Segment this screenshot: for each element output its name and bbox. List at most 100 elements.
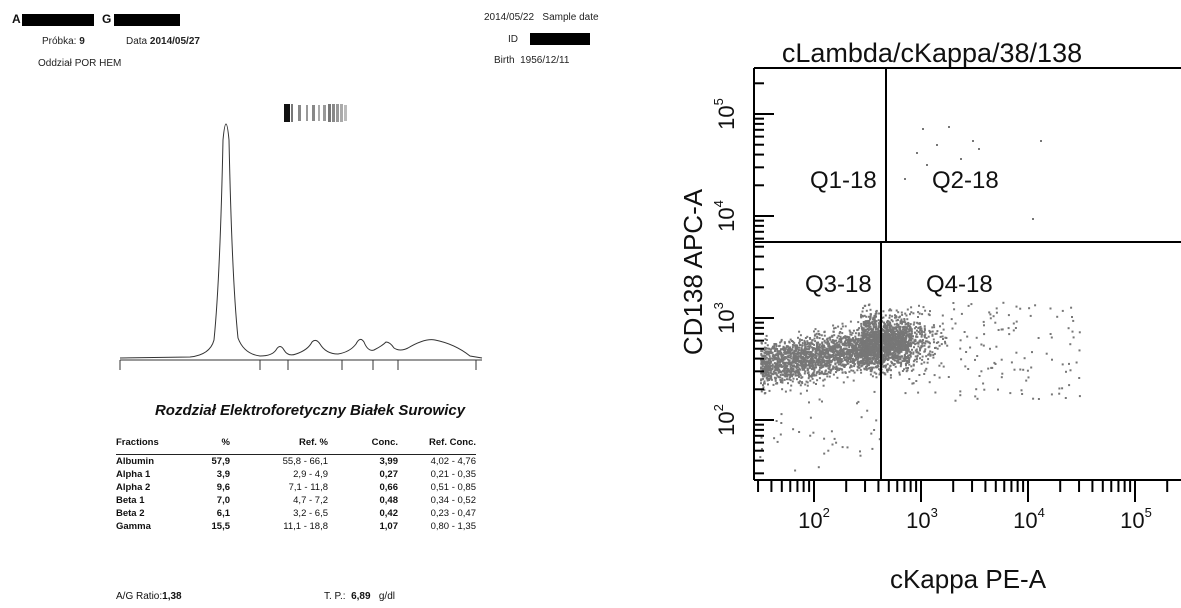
- event-dot: [860, 313, 863, 316]
- header-fractions: Fractions: [116, 437, 194, 455]
- event-dot: [870, 432, 873, 435]
- cell-ref-conc: 0,51 - 0,85: [430, 482, 476, 493]
- event-dot: [781, 379, 784, 382]
- event-dot: [826, 357, 829, 360]
- event-dot: [881, 363, 884, 366]
- event-dot: [921, 342, 924, 345]
- event-dot: [793, 342, 796, 345]
- event-dot: [789, 367, 792, 370]
- event-dot: [874, 339, 877, 342]
- event-dot: [763, 349, 766, 352]
- event-dot: [901, 355, 904, 358]
- event-dot: [912, 335, 914, 338]
- event-dot: [844, 347, 847, 350]
- event-dot: [819, 364, 822, 367]
- event-dot: [924, 340, 927, 343]
- event-dot: [762, 372, 765, 375]
- event-dot: [859, 361, 862, 363]
- event-dot: [776, 350, 779, 353]
- event-dot: [777, 375, 780, 378]
- event-dot: [897, 346, 900, 349]
- event-dot: [900, 318, 903, 321]
- event-dot: [852, 349, 855, 352]
- event-dot: [902, 340, 905, 343]
- event-dot: [867, 338, 869, 341]
- event-dot: [794, 358, 797, 361]
- event-dot: [822, 356, 825, 359]
- event-dot: [913, 346, 915, 349]
- event-dot: [889, 333, 892, 336]
- event-dot: [763, 371, 766, 374]
- event-dot: [1058, 392, 1061, 395]
- event-dot: [893, 339, 896, 342]
- event-dot: [865, 362, 868, 364]
- event-dot: [767, 350, 770, 353]
- event-dot: [881, 344, 884, 347]
- event-dot: [875, 353, 878, 356]
- event-dot: [907, 356, 910, 359]
- event-dot: [865, 335, 868, 338]
- event-dots: [759, 126, 1081, 472]
- event-dot: [790, 357, 793, 360]
- event-dot: [811, 359, 814, 362]
- event-dot: [919, 357, 921, 360]
- event-dot: [1034, 304, 1037, 307]
- event-dot: [771, 355, 774, 358]
- event-dot: [790, 352, 793, 355]
- event-dot: [872, 317, 875, 320]
- event-dot: [997, 329, 1000, 331]
- event-dot: [1012, 329, 1015, 332]
- event-dot: [816, 360, 819, 363]
- event-dot: [799, 362, 802, 365]
- event-dot: [868, 339, 871, 342]
- event-dot: [780, 340, 783, 343]
- event-dot: [857, 328, 860, 331]
- event-dot: [806, 372, 809, 375]
- event-dot: [800, 339, 803, 342]
- event-dot: [878, 373, 881, 376]
- table-row: Alpha 1 3,9 2,9 - 4,9 0,27 0,21 - 0,35: [116, 468, 476, 481]
- event-dot: [809, 434, 812, 437]
- y-tick-label: 103: [711, 302, 739, 334]
- event-dot: [923, 336, 926, 339]
- event-dot: [1032, 218, 1034, 220]
- event-dot: [864, 320, 867, 323]
- event-dot: [812, 371, 815, 374]
- event-dot: [859, 351, 862, 354]
- event-dot: [805, 348, 808, 350]
- event-dot: [842, 381, 845, 384]
- event-dot: [934, 391, 937, 394]
- event-dot: [817, 353, 820, 356]
- event-dot: [936, 347, 939, 350]
- event-dot: [762, 377, 765, 380]
- event-dot: [901, 370, 904, 372]
- event-dot: [877, 359, 880, 362]
- event-dot: [784, 373, 787, 376]
- event-dot: [1069, 343, 1072, 346]
- event-dot: [834, 345, 837, 348]
- event-dot: [900, 333, 903, 336]
- event-dot: [910, 306, 913, 309]
- event-dot: [794, 356, 797, 359]
- event-dot: [888, 350, 891, 353]
- event-dot: [894, 355, 897, 358]
- cell-ref-percent: 55,8 - 66,1: [282, 456, 328, 467]
- event-dot: [1065, 370, 1067, 373]
- date-line: Data 2014/05/27: [126, 36, 200, 47]
- event-dot: [787, 369, 790, 372]
- event-dot: [799, 364, 802, 367]
- event-dot: [841, 360, 844, 363]
- event-dot: [792, 359, 795, 362]
- event-dot: [921, 339, 924, 341]
- event-dot: [913, 358, 916, 361]
- event-dot: [942, 365, 945, 368]
- event-dot: [893, 344, 896, 347]
- event-dot: [788, 346, 791, 349]
- event-dot: [974, 395, 977, 398]
- event-dot: [978, 375, 981, 377]
- event-dot: [887, 320, 890, 323]
- event-dot: [786, 368, 789, 370]
- event-dot: [890, 352, 893, 355]
- event-dot: [838, 369, 841, 371]
- event-dot: [767, 357, 770, 360]
